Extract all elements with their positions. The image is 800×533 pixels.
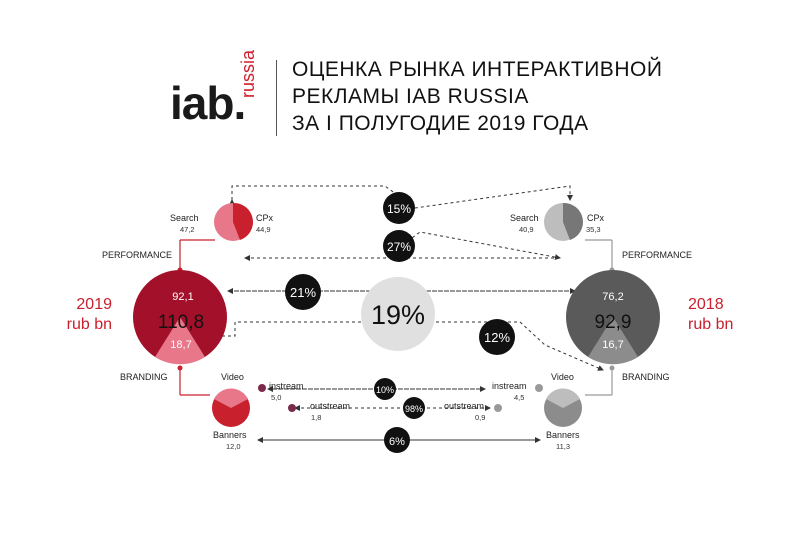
total-growth-text: 19% xyxy=(371,300,425,330)
search-2019-label: Search xyxy=(170,213,199,223)
title-line-1: ОЦЕНКА РЫНКА ИНТЕРАКТИВНОЙ xyxy=(292,58,663,81)
performance-growth-text: 21% xyxy=(290,285,316,300)
cpx-growth-text: 27% xyxy=(387,240,411,254)
video-2018-label: Video xyxy=(551,372,574,382)
instream-growth-text: 10% xyxy=(376,385,394,395)
banners-growth-text: 6% xyxy=(389,436,405,448)
outstream-2018-label: outstream xyxy=(444,401,485,411)
performance-2019-value: 92,1 xyxy=(172,291,193,303)
performance-2019-label: PERFORMANCE xyxy=(102,250,173,260)
instream-2018-label: instream xyxy=(492,381,527,391)
cpx-2019-label: CPx xyxy=(256,213,274,223)
cpx-growth-bubble xyxy=(383,230,415,262)
cpx-2018-value: 35,3 xyxy=(586,225,601,234)
branding-growth-bubble xyxy=(479,319,515,355)
banners-growth-bubble xyxy=(384,427,410,453)
outstream-growth-bubble xyxy=(403,397,425,419)
outstream-2019-label: outstream xyxy=(310,401,351,411)
search-2018-value: 40,9 xyxy=(519,225,534,234)
logo-text: iab. xyxy=(170,77,246,129)
branding-growth-text: 12% xyxy=(484,330,510,345)
video-2019-label: Video xyxy=(221,372,244,382)
cpx-2018-label: CPx xyxy=(587,213,605,223)
search-cpx-pie-2018 xyxy=(544,202,583,241)
search-growth-text: 15% xyxy=(387,202,411,216)
banners-2019-label: Banners xyxy=(213,430,247,440)
instream-2018-dot xyxy=(535,384,543,392)
total-2018-value: 92,9 xyxy=(595,312,632,333)
logo-separator xyxy=(276,60,277,136)
performance-growth-bubble xyxy=(285,274,321,310)
banners-2018-value: 11,3 xyxy=(556,442,571,451)
pie-2019 xyxy=(133,270,227,365)
instream-2018-value: 4,5 xyxy=(514,393,525,402)
performance-2018-value: 76,2 xyxy=(602,291,623,303)
year-2018: 2018 xyxy=(688,296,724,313)
instream-2019-value: 5,0 xyxy=(271,393,282,402)
unit-2019: rub bn xyxy=(66,316,112,333)
branding-2018-value: 16,7 xyxy=(602,339,623,351)
instream-2019-dot xyxy=(258,384,266,392)
branding-2019-label: BRANDING xyxy=(120,372,168,382)
branding-2019-value: 18,7 xyxy=(170,339,191,351)
branding-2018-label: BRANDING xyxy=(622,372,670,382)
title-line-3: ЗА I ПОЛУГОДИЕ 2019 ГОДА xyxy=(292,112,589,135)
cpx-2019-value: 44,9 xyxy=(256,225,271,234)
total-growth-circle xyxy=(361,277,435,351)
year-2019: 2019 xyxy=(76,296,112,313)
video-banners-pie-2018 xyxy=(544,388,582,427)
banners-2018-label: Banners xyxy=(546,430,580,440)
total-2019-value: 110,8 xyxy=(158,312,204,333)
instream-growth-bubble xyxy=(374,378,396,400)
video-banners-pie-2019 xyxy=(212,388,250,427)
iab-logo: iab. xyxy=(170,77,246,129)
search-2019-value: 47,2 xyxy=(180,225,195,234)
performance-2018-label: PERFORMANCE xyxy=(622,250,693,260)
search-growth-bubble xyxy=(383,192,415,224)
outstream-2018-dot xyxy=(494,404,502,412)
unit-2018: rub bn xyxy=(688,316,734,333)
right-connectors xyxy=(585,239,615,396)
instream-2019-label: instream xyxy=(269,381,304,391)
search-2018-label: Search xyxy=(510,213,539,223)
outstream-growth-text: 98% xyxy=(405,404,423,414)
outstream-2018-value: 0,9 xyxy=(475,413,486,422)
pie-2018 xyxy=(566,270,660,365)
banners-2019-value: 12,0 xyxy=(226,442,241,451)
outstream-2019-value: 1,8 xyxy=(311,413,322,422)
outstream-2019-dot xyxy=(288,404,296,412)
search-cpx-pie-2019 xyxy=(214,202,253,241)
title-line-2: РЕКЛАМЫ IAB RUSSIA xyxy=(292,85,529,108)
